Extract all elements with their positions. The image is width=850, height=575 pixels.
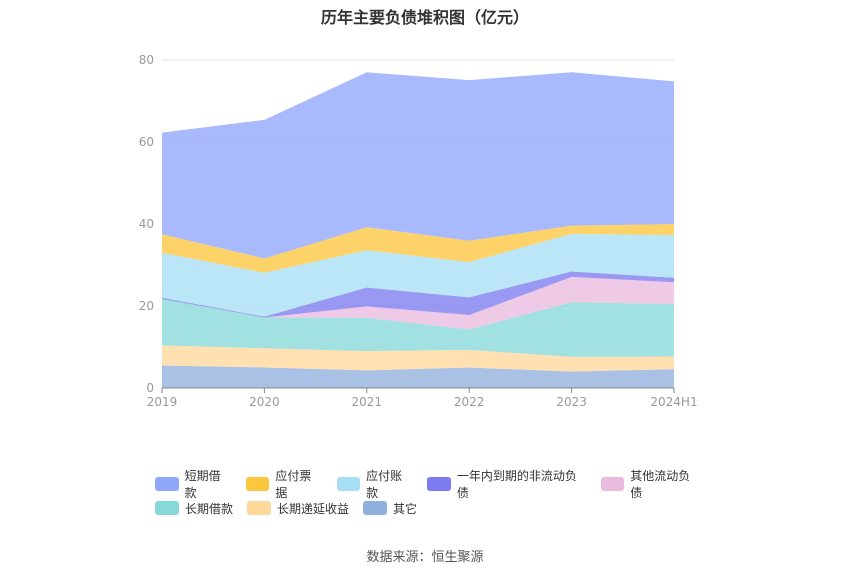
legend-label: 一年内到期的非流动负债 [456, 469, 577, 500]
legend-row: 长期借款 长期递延收益 其它 [155, 496, 715, 520]
axis-layer: 0 20 40 60 80 2019 2020 2021 2022 2023 2024H1 [139, 53, 698, 409]
legend-item[interactable]: 长期借款 [155, 500, 233, 517]
area-series [162, 271, 674, 318]
legend-swatch [363, 501, 388, 515]
area-series [162, 299, 674, 357]
legend-item[interactable]: 其它 [363, 500, 417, 517]
area-series [162, 365, 674, 388]
x-tick-label: 2023 [556, 395, 587, 409]
legend: 短期借款 应付票据 应付账款 一年内到期的非流动负债 其他流动负债长期借款 长期递延收益 其… [155, 469, 715, 520]
y-tick-label: 80 [139, 53, 154, 67]
legend-label: 其他流动负债 [630, 469, 691, 500]
chart-title: 历年主要负债堆积图（亿元） [320, 8, 529, 27]
legend-item[interactable]: 一年内到期的非流动负债 [427, 467, 586, 501]
y-tick-label: 0 [146, 381, 154, 395]
x-tick-label: 2019 [147, 395, 178, 409]
legend-label: 应付账款 [366, 469, 403, 500]
legend-item[interactable]: 长期递延收益 [247, 500, 349, 517]
legend-swatch [427, 477, 451, 491]
x-tick-label: 2022 [454, 395, 485, 409]
legend-swatch [155, 477, 179, 491]
area-series [162, 224, 674, 273]
legend-swatch [600, 477, 625, 491]
x-tick-label: 2024H1 [650, 395, 697, 409]
area-series [162, 233, 674, 317]
source-note: 数据来源：恒生聚源 [366, 550, 484, 565]
area-series [162, 72, 674, 259]
legend-item[interactable]: 应付票据 [245, 467, 323, 501]
legend-swatch [245, 477, 270, 491]
area-layer [162, 72, 674, 388]
legend-label: 应付票据 [275, 469, 312, 500]
x-tick-label: 2021 [352, 395, 383, 409]
legend-item[interactable]: 其他流动负债 [600, 467, 701, 501]
legend-item[interactable]: 短期借款 [155, 467, 232, 501]
legend-item[interactable]: 应付账款 [336, 467, 414, 501]
y-tick-label: 20 [139, 299, 154, 313]
legend-label: 长期递延收益 [277, 501, 350, 516]
area-series [162, 345, 674, 372]
stacked-area-chart: 0 20 40 60 80 2019 2020 2021 2022 2023 2024H1 [139, 53, 698, 409]
legend-swatch [247, 501, 272, 515]
legend-swatch [155, 501, 179, 515]
y-tick-label: 40 [139, 217, 154, 231]
x-tick-label: 2020 [249, 395, 280, 409]
legend-row: 短期借款 应付票据 应付账款 一年内到期的非流动负债 其他流动负债 [155, 469, 715, 500]
y-tick-label: 60 [139, 135, 154, 149]
area-series [162, 276, 674, 330]
legend-label: 其它 [393, 501, 418, 516]
legend-label: 长期借款 [185, 501, 234, 516]
legend-label: 短期借款 [184, 469, 221, 500]
legend-swatch [336, 477, 361, 491]
